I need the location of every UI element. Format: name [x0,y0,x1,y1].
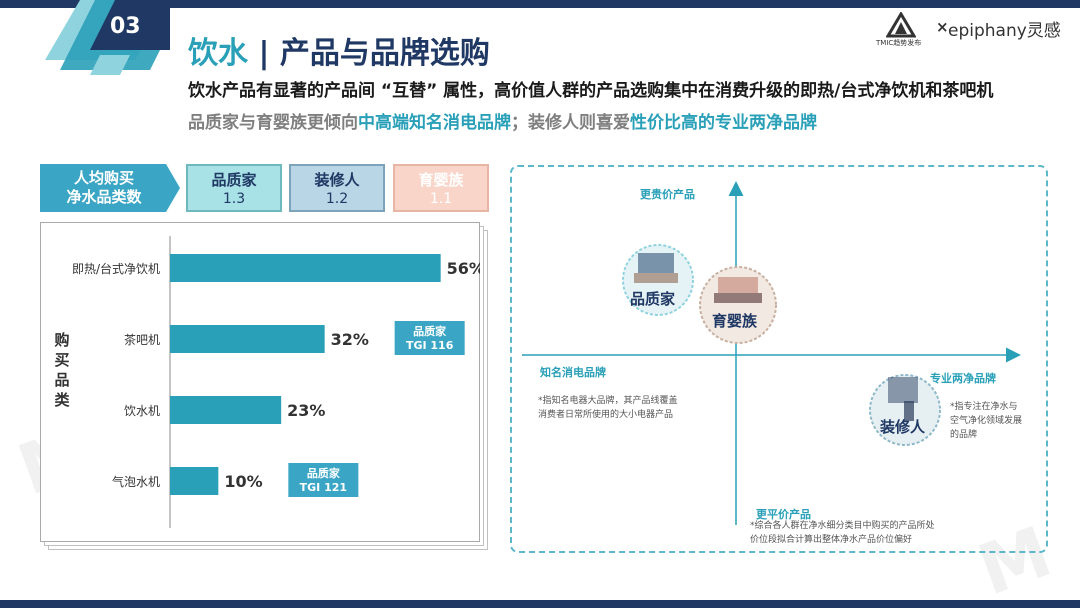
category-tick-label: 茶吧机 [124,332,160,347]
axis-label-bottom: 更平价产品 [756,508,811,521]
tgi-tag [394,321,465,355]
subtitle-2-highlight-a: 中高端知名消电品牌 [358,113,511,133]
tab-header-line-1: 人均购买 [73,169,134,187]
tgi-tag [288,463,359,497]
tab-zhuangxiuren-value: 1.2 [325,191,349,207]
persona-pinzhijia-icon [622,244,694,316]
tab-header-purchase-count: 人均购买 净水品类数 [40,164,180,212]
tmic-logo-label: TMIC趋势发布 [876,39,922,47]
tgi-tag-value: TGI 116 [406,339,454,352]
subtitle-2-part-c: ；装修人则喜爱 [511,113,630,133]
tab-yuyingzu: 育婴族 1.1 [393,164,489,212]
section-number: 03 [110,14,141,39]
page-title: 饮水 | 产品与品牌选购 [188,28,490,72]
epiphany-logo: epiphany灵感 [948,21,1061,41]
category-tick-label: 即热/台式净饮机 [72,261,160,276]
persona-zhuangxiuren-icon [869,374,941,446]
persona-label-pinzhijia: 品质家 [630,290,676,308]
note-left-line: 消费者日常所使用的大小电器产品 [538,410,674,420]
bar-value-label: 10% [224,472,262,491]
tgi-tag-label: 品质家 [413,324,447,338]
axis-label-top: 更贵价产品 [640,188,695,201]
note-bottom-line: *综合各人群在净水细分类目中购买的产品所处 [750,521,935,531]
chart-y-axis-label: 购买品类 [54,331,70,409]
tab-pinzhijia-value: 1.3 [222,191,246,207]
axis-label-left: 知名消电品牌 [540,366,606,379]
note-right-line: 空气净化领域发展 [950,416,1023,426]
subtitle-1: 饮水产品有显著的产品间 “互替” 属性，高价值人群的产品选购集中在消费升级的即热… [188,81,994,101]
subtitle-2: 品质家与育婴族更倾向中高端知名消电品牌；装修人则喜爱性价比高的专业两净品牌 [188,108,817,133]
subtitle-2-part-a: 品质家与育婴族更倾向 [188,113,358,133]
title-rest: 产品与品牌选购 [279,36,490,71]
tab-yuyingzu-value: 1.1 [429,191,453,207]
bar-value-label: 56% [447,259,480,278]
bottom-bar [0,600,1080,608]
quadrant-graphic [522,181,1021,525]
note-right: *指专注在净水与 空气净化领域发展 的品牌 [950,400,1040,442]
title-separator: | [248,36,280,71]
note-bottom-line: 价位段拟合计算出整体净水产品价位偏好 [750,535,913,545]
tmic-logo-icon [886,12,916,38]
logo-separator: × [936,18,949,36]
note-right-line: 的品牌 [950,430,978,440]
note-left-line: *指知名电器大品牌，其产品线覆盖 [538,396,678,406]
persona-yuyingzu-icon [699,266,777,344]
top-bar [0,0,1080,8]
tab-pinzhijia: 品质家 1.3 [186,164,282,212]
tgi-tag-label: 品质家 [307,466,341,480]
tgi-tag-value: TGI 121 [300,481,347,494]
axis-label-right: 专业两净品牌 [930,372,996,385]
note-left: *指知名电器大品牌，其产品线覆盖 消费者日常所使用的大小电器产品 [538,394,738,422]
category-tick-label: 气泡水机 [112,474,160,489]
subtitle-2-highlight-b: 性价比高的专业两净品牌 [630,113,817,133]
bar-value-label: 32% [331,330,369,349]
bar [170,254,441,282]
positioning-quadrant-panel [510,165,1048,553]
persona-label-zhuangxiuren: 装修人 [880,418,926,436]
bar [170,467,219,495]
title-main: 饮水 [188,36,248,71]
category-tick-label: 饮水机 [124,404,160,418]
tab-header-line-2: 净水品类数 [66,188,142,206]
persona-label-yuyingzu: 育婴族 [712,312,758,330]
bar [170,325,325,353]
note-bottom: *综合各人群在净水细分类目中购买的产品所处 价位段拟合计算出整体净水产品价位偏好 [750,519,990,547]
tab-zhuangxiuren: 装修人 1.2 [289,164,385,212]
note-right-line: *指专注在净水与 [950,402,1018,412]
bar [170,396,282,424]
brand-logos: TMIC趋势发布 × epiphany灵感 [870,12,1070,52]
tab-pinzhijia-name: 品质家 [211,171,257,189]
bar-value-label: 23% [287,401,325,420]
section-badge [45,0,170,75]
tab-yuyingzu-name: 育婴族 [418,171,464,189]
tab-zhuangxiuren-name: 装修人 [314,171,360,189]
